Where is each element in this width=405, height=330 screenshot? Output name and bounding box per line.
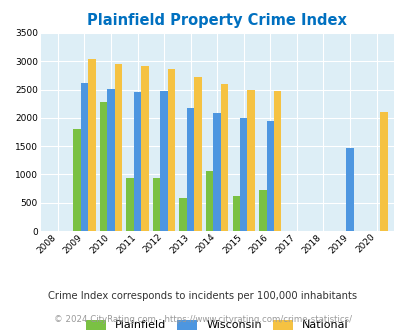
- Bar: [107, 89, 115, 231]
- Bar: [179, 198, 186, 231]
- Bar: [100, 102, 107, 231]
- Bar: [141, 66, 148, 231]
- Legend: Plainfield, Wisconsin, National: Plainfield, Wisconsin, National: [86, 320, 347, 330]
- Bar: [153, 179, 160, 231]
- Bar: [186, 108, 194, 231]
- Bar: [266, 121, 273, 231]
- Bar: [206, 171, 213, 231]
- Bar: [258, 190, 266, 231]
- Bar: [213, 113, 220, 231]
- Bar: [81, 83, 88, 231]
- Bar: [73, 129, 81, 231]
- Bar: [247, 89, 254, 231]
- Bar: [115, 64, 122, 231]
- Bar: [167, 69, 175, 231]
- Bar: [273, 91, 281, 231]
- Bar: [88, 59, 95, 231]
- Title: Plainfield Property Crime Index: Plainfield Property Crime Index: [87, 13, 346, 28]
- Bar: [194, 77, 201, 231]
- Text: Crime Index corresponds to incidents per 100,000 inhabitants: Crime Index corresponds to incidents per…: [48, 291, 357, 301]
- Bar: [160, 91, 167, 231]
- Bar: [232, 196, 239, 231]
- Bar: [345, 148, 353, 231]
- Bar: [379, 112, 387, 231]
- Bar: [239, 118, 247, 231]
- Bar: [126, 179, 134, 231]
- Bar: [220, 84, 228, 231]
- Text: © 2024 CityRating.com - https://www.cityrating.com/crime-statistics/: © 2024 CityRating.com - https://www.city…: [54, 315, 351, 324]
- Bar: [134, 92, 141, 231]
